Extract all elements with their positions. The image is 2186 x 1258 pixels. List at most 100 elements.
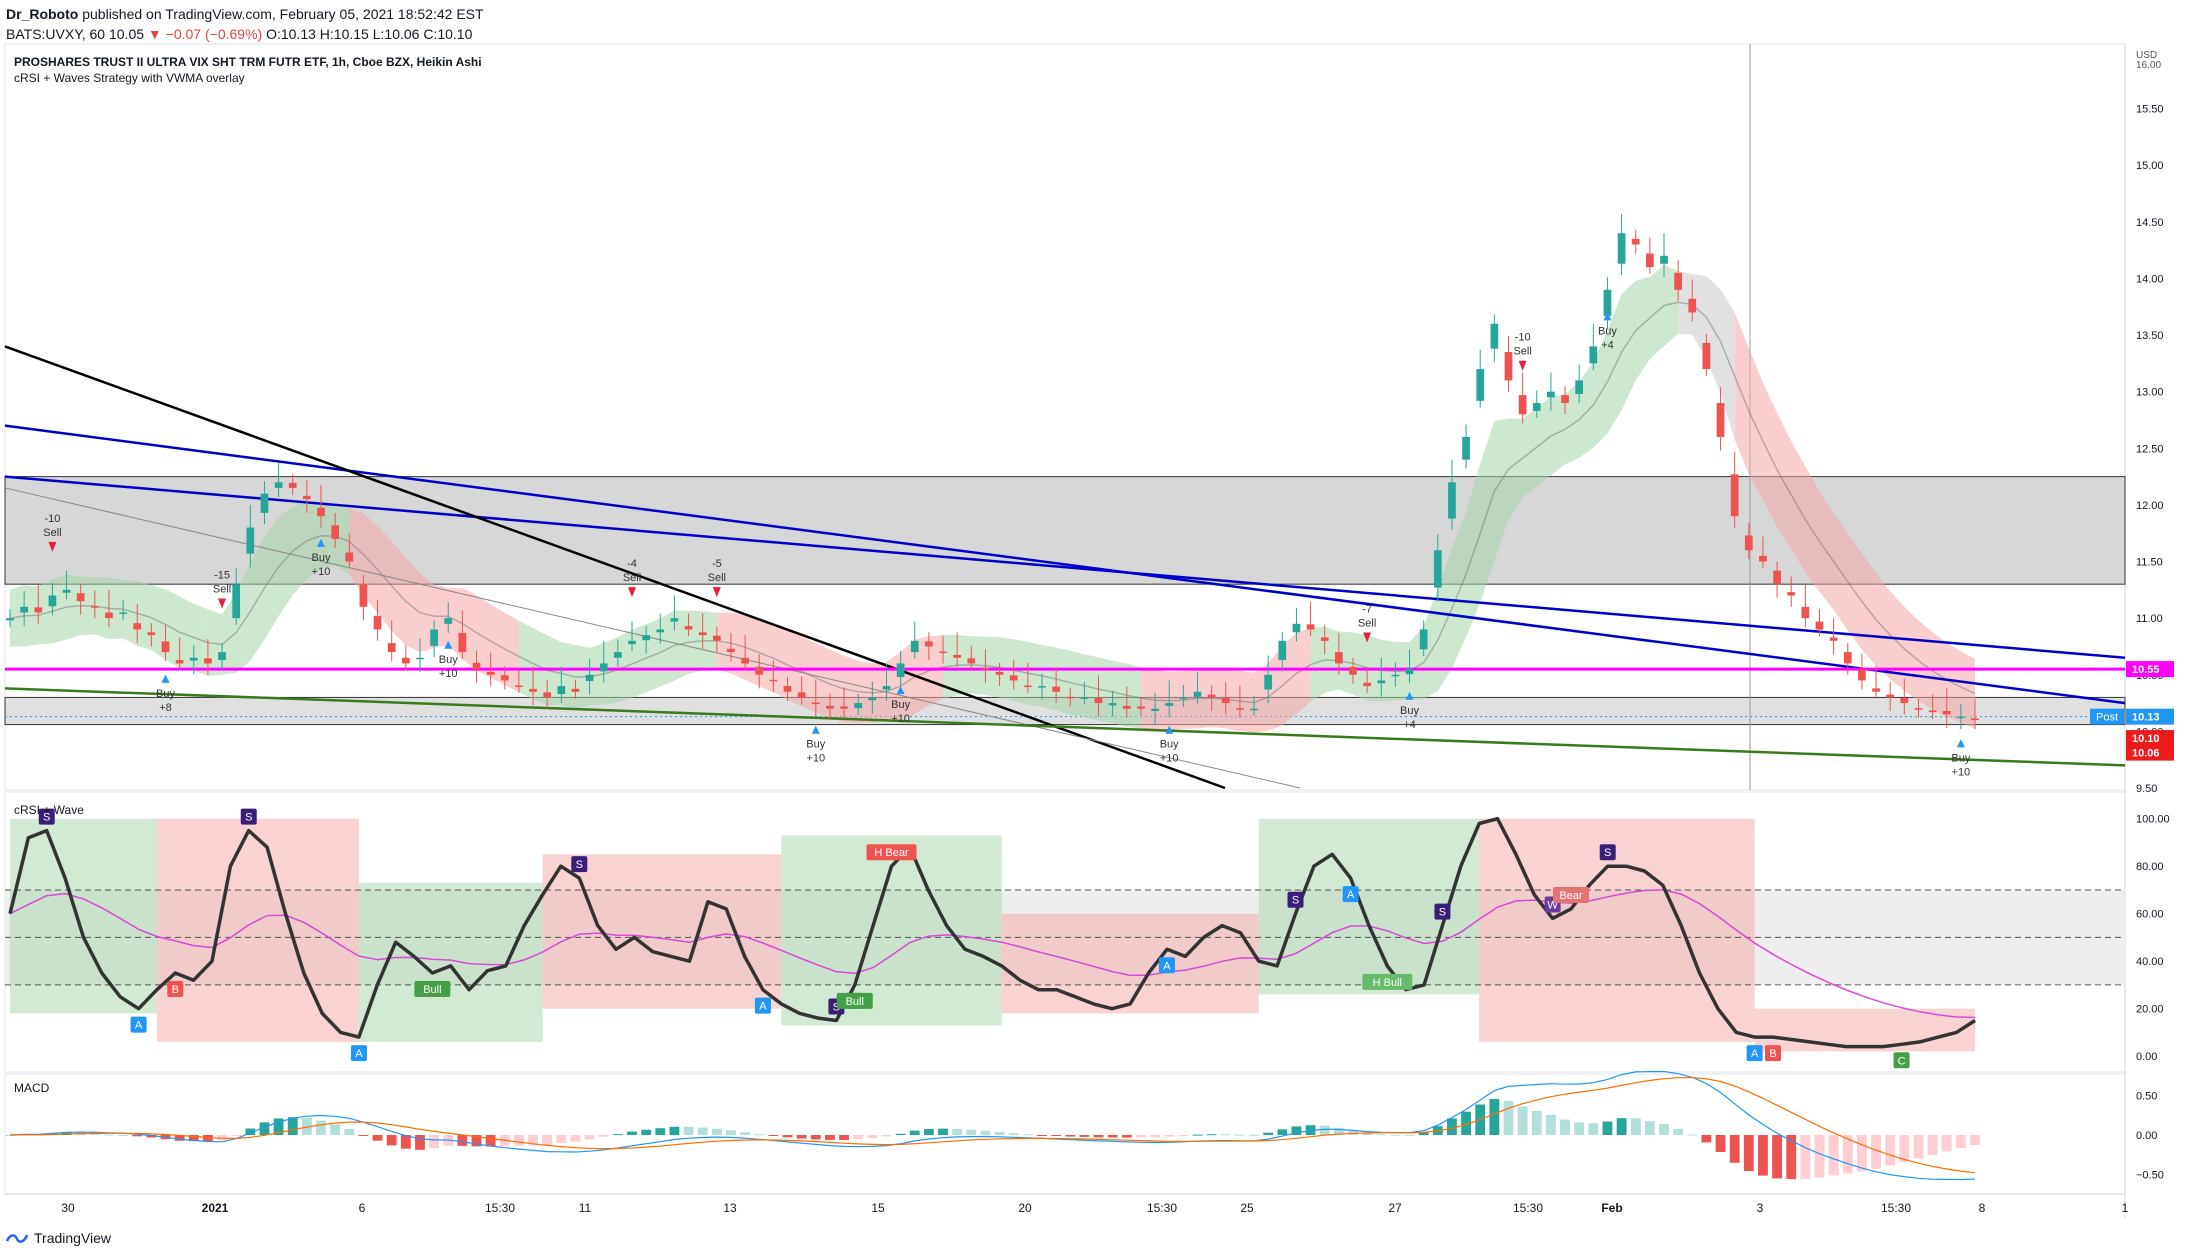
footer-brand[interactable]: TradingView xyxy=(34,1230,112,1246)
candle xyxy=(486,652,495,687)
time-axis[interactable]: 30 2021 6 15:30 11 13 15 20 15:30 25 27 15:30 Feb 3 15… xyxy=(61,1201,2128,1215)
macd-histogram-bar xyxy=(1234,1134,1245,1136)
price-label-tag: 10.55 xyxy=(2126,661,2174,678)
macd-histogram-bar xyxy=(683,1126,694,1135)
crsi-label-b: B xyxy=(167,981,184,998)
crsi-signal-line xyxy=(9,889,1976,1019)
macd-histogram-bar xyxy=(1150,1135,1160,1138)
macd-histogram-bar xyxy=(1404,1134,1415,1136)
price-tick-label: 12.00 xyxy=(2136,500,2164,512)
price-label-text: 10.06 xyxy=(2132,748,2160,760)
macd-histogram-bar xyxy=(1701,1135,1712,1143)
candle xyxy=(910,621,919,659)
tradingview-logo-icon[interactable] xyxy=(6,1231,28,1245)
price-labels: 10.55 Post 10.13 10.10 10.06 xyxy=(2090,661,2174,761)
candle xyxy=(698,613,707,649)
author-name[interactable]: Dr_Roboto xyxy=(6,6,79,22)
macd-histogram-bar xyxy=(415,1135,425,1150)
candle xyxy=(1872,665,1880,699)
signal-qty: +10 xyxy=(1160,753,1179,765)
signal-qty: +4 xyxy=(1403,719,1416,731)
candle xyxy=(288,473,297,495)
macd-histogram-bar xyxy=(1220,1134,1231,1136)
crsi-label-s: S xyxy=(571,856,588,873)
candle xyxy=(1971,699,1979,730)
macd-histogram-bar xyxy=(259,1122,270,1135)
candle xyxy=(147,623,156,647)
macd-histogram-bar xyxy=(1927,1135,1938,1155)
candle xyxy=(1547,372,1555,411)
candle xyxy=(1532,390,1541,418)
candle xyxy=(1589,323,1598,371)
macd-histogram-bar xyxy=(1008,1133,1019,1135)
candle xyxy=(811,679,820,717)
time-tick-label: 8 xyxy=(1979,1201,1986,1215)
buy-signal: Buy +8 xyxy=(156,674,175,714)
signal-text: Sell xyxy=(708,572,726,584)
macd-histogram-bar xyxy=(245,1128,256,1135)
vwma-band-segment xyxy=(349,508,519,693)
macd-histogram-bar xyxy=(966,1129,977,1135)
crsi-line xyxy=(8,816,1976,1049)
candle xyxy=(599,640,608,683)
candle xyxy=(260,481,269,525)
candle xyxy=(1094,675,1103,717)
time-tick-label: 25 xyxy=(1240,1201,1254,1215)
candle xyxy=(1490,314,1499,363)
macd-histogram-bar xyxy=(1192,1134,1203,1136)
crsi-axis[interactable]: 100.00 80.00 60.00 40.00 20.00 0.00 xyxy=(2136,814,2170,1063)
macd-histogram-bar xyxy=(570,1135,581,1142)
macd-histogram-bar xyxy=(1602,1121,1613,1135)
macd-histogram-bar xyxy=(1447,1118,1457,1135)
price-axis[interactable]: 15.50 15.00 14.50 14.00 13.50 13.00 12.50 12.00… xyxy=(2136,50,2164,795)
svg-text:B: B xyxy=(1769,1048,1776,1060)
macd-axis[interactable]: 0.50 0.00 −0.50 xyxy=(2136,1091,2164,1182)
candle xyxy=(1773,561,1781,598)
candle xyxy=(882,663,891,701)
price-tick-label: 15.50 xyxy=(2136,104,2164,116)
macd-histogram-bar xyxy=(1856,1135,1867,1172)
candle xyxy=(854,694,863,715)
svg-text:A: A xyxy=(355,1048,363,1060)
buy-arrow-icon xyxy=(1165,725,1174,734)
chart-header: Dr_Roboto published on TradingView.com, … xyxy=(6,4,484,44)
buy-signal: Buy +4 xyxy=(1598,312,1617,351)
buy-arrow-icon xyxy=(1603,312,1612,321)
macd-histogram-bar xyxy=(1588,1123,1599,1135)
candle xyxy=(34,584,43,624)
candle xyxy=(670,595,679,631)
candle xyxy=(1858,653,1866,690)
candle xyxy=(1843,643,1852,675)
signal-text: Sell xyxy=(1513,346,1531,358)
sell-signal: -7 Sell xyxy=(1358,603,1376,643)
candle xyxy=(1462,424,1470,469)
macd-histogram-bar xyxy=(909,1130,920,1135)
signal-qty: +10 xyxy=(312,566,331,578)
price-label-text: 10.13 xyxy=(2132,712,2160,724)
svg-text:Bull: Bull xyxy=(423,984,441,996)
macd-histogram-bar xyxy=(1503,1100,1514,1135)
macd-histogram-bar xyxy=(1178,1135,1189,1136)
candle xyxy=(90,590,99,619)
macd-histogram-bar xyxy=(471,1135,482,1147)
crsi-label-bear: Bear xyxy=(1552,886,1589,903)
signal-text: Buy xyxy=(156,688,175,700)
crsi-label-s: S xyxy=(240,808,257,825)
sell-signal: -10 Sell xyxy=(1513,332,1532,371)
crsi-tick-label: 100.00 xyxy=(2136,814,2170,826)
candle xyxy=(1306,601,1315,637)
signal-text: Sell xyxy=(1358,617,1376,629)
svg-text:S: S xyxy=(245,812,252,824)
candle xyxy=(939,635,947,664)
macd-histogram-bar xyxy=(132,1135,143,1137)
svg-text:C: C xyxy=(1898,1055,1906,1067)
signal-text: Buy xyxy=(806,739,825,751)
macd-histogram-bar xyxy=(429,1135,440,1149)
macd-histogram-bar xyxy=(853,1135,864,1140)
candle xyxy=(1052,667,1060,704)
candle xyxy=(1744,523,1753,560)
macd-histogram-bar xyxy=(1941,1135,1952,1152)
candle xyxy=(387,620,396,662)
